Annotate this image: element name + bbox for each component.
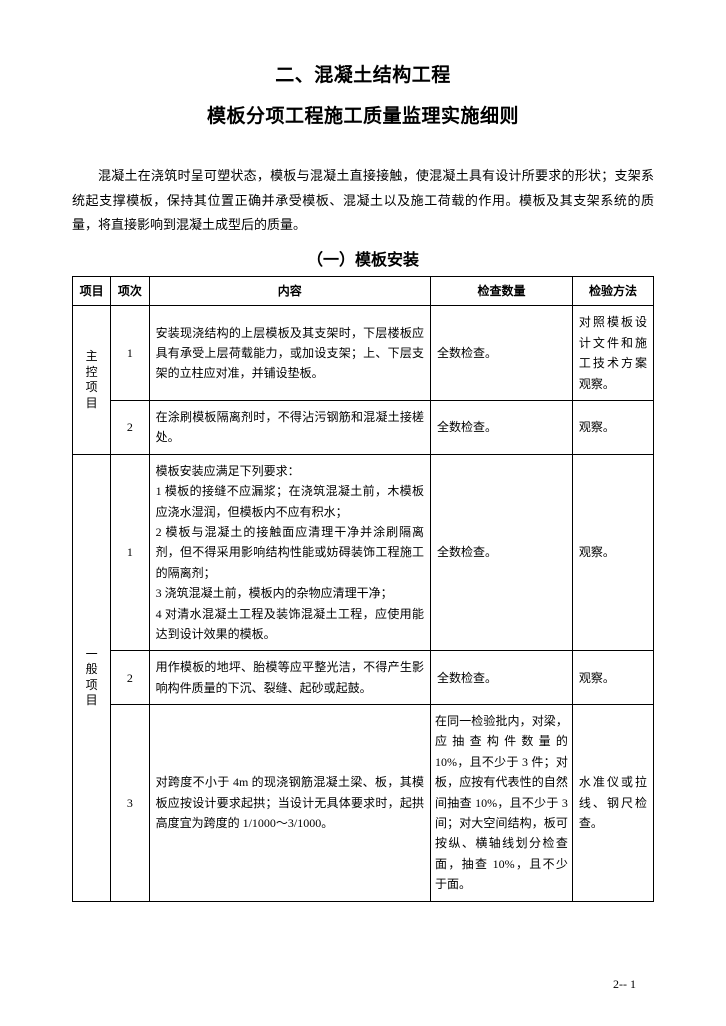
index-cell: 2 xyxy=(111,651,149,705)
intro-paragraph: 混凝土在浇筑时呈可塑状态，模板与混凝土直接接触，使混凝土具有设计所要求的形状；支… xyxy=(72,164,654,238)
qty-cell: 全数检查。 xyxy=(431,454,573,651)
header-method: 检验方法 xyxy=(572,277,653,306)
header-content: 内容 xyxy=(149,277,430,306)
qty-cell: 全数检查。 xyxy=(431,306,573,401)
method-cell: 对照模板设计文件和施工技术方案观察。 xyxy=(572,306,653,401)
content-cell: 用作模板的地坪、胎模等应平整光洁，不得产生影响构件质量的下沉、裂缝、起砂或起鼓。 xyxy=(149,651,430,705)
method-cell: 观察。 xyxy=(572,651,653,705)
method-cell: 观察。 xyxy=(572,454,653,651)
header-index: 项次 xyxy=(111,277,149,306)
project-label-text: 主控项目 xyxy=(86,349,98,410)
section-title: （一）模板安装 xyxy=(72,246,654,270)
qty-cell: 全数检查。 xyxy=(431,651,573,705)
page-number: 2-- 1 xyxy=(613,977,636,992)
table-row: 一般项目 1 模板安装应满足下列要求： 1 模板的接缝不应漏浆；在浇筑混凝土前，… xyxy=(73,454,654,651)
table-row: 3 对跨度不小于 4m 的现浇钢筋混凝土梁、板，其模板应按设计要求起拱；当设计无… xyxy=(73,705,654,902)
project-label: 一般项目 xyxy=(73,454,111,901)
index-cell: 1 xyxy=(111,306,149,401)
project-label: 主控项目 xyxy=(73,306,111,454)
method-cell: 水准仪或拉线、钢尺检查。 xyxy=(572,705,653,902)
qty-cell: 全数检查。 xyxy=(431,401,573,455)
content-cell: 模板安装应满足下列要求： 1 模板的接缝不应漏浆；在浇筑混凝土前，木模板应浇水湿… xyxy=(149,454,430,651)
project-label-text: 一般项目 xyxy=(86,647,98,708)
content-cell: 对跨度不小于 4m 的现浇钢筋混凝土梁、板，其模板应按设计要求起拱；当设计无具体… xyxy=(149,705,430,902)
index-cell: 2 xyxy=(111,401,149,455)
title-line-2: 模板分项工程施工质量监理实施细则 xyxy=(72,101,654,128)
index-cell: 1 xyxy=(111,454,149,651)
table-body: 主控项目 1 安装现浇结构的上层模板及其支架时，下层楼板应具有承受上层荷载能力，… xyxy=(73,306,654,901)
table-row: 2 在涂刷模板隔离剂时，不得沾污钢筋和混凝土接槎处。 全数检查。 观察。 xyxy=(73,401,654,455)
index-cell: 3 xyxy=(111,705,149,902)
page-container: 二、混凝土结构工程 模板分项工程施工质量监理实施细则 混凝土在浇筑时呈可塑状态，… xyxy=(0,0,726,1026)
table-row: 主控项目 1 安装现浇结构的上层模板及其支架时，下层楼板应具有承受上层荷载能力，… xyxy=(73,306,654,401)
header-project: 项目 xyxy=(73,277,111,306)
main-table: 项目 项次 内容 检查数量 检验方法 主控项目 1 安装现浇结构的上层模板及其支… xyxy=(72,276,654,902)
content-cell: 安装现浇结构的上层模板及其支架时，下层楼板应具有承受上层荷载能力，或加设支架；上… xyxy=(149,306,430,401)
content-cell: 在涂刷模板隔离剂时，不得沾污钢筋和混凝土接槎处。 xyxy=(149,401,430,455)
title-line-1: 二、混凝土结构工程 xyxy=(72,60,654,87)
qty-cell: 在同一检验批内，对梁，应抽查构件数量的 10%，且不少于 3 件；对板，应按有代… xyxy=(431,705,573,902)
method-cell: 观察。 xyxy=(572,401,653,455)
header-row: 项目 项次 内容 检查数量 检验方法 xyxy=(73,277,654,306)
table-row: 2 用作模板的地坪、胎模等应平整光洁，不得产生影响构件质量的下沉、裂缝、起砂或起… xyxy=(73,651,654,705)
header-qty: 检查数量 xyxy=(431,277,573,306)
